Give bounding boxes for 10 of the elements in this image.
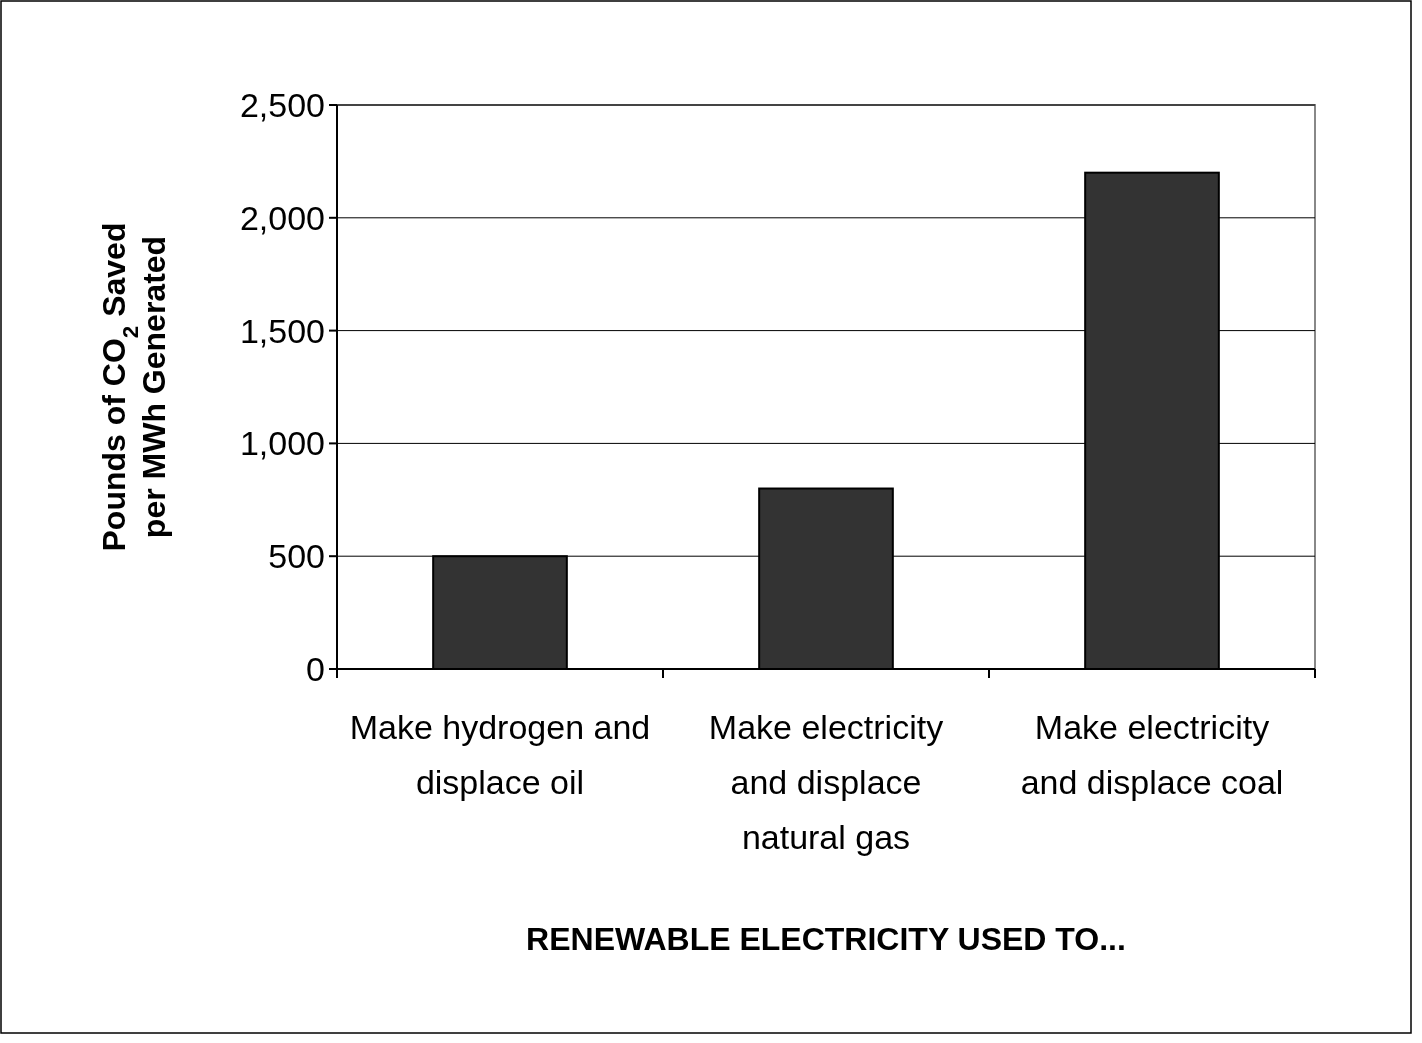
y-tick-label: 500 xyxy=(268,537,325,576)
y-tick-label: 0 xyxy=(306,649,325,688)
x-tick-label: Make electricity and displace natural gas xyxy=(708,708,944,856)
y-tick-label: 2,500 xyxy=(239,85,325,124)
y-tick-label: 1,500 xyxy=(239,311,325,350)
x-tick-label: Make electricity and displace coal xyxy=(1020,708,1284,801)
x-axis-title: RENEWABLE ELECTRICITY USED TO... xyxy=(526,921,1126,957)
x-tick-label: Make hydrogen and displace oil xyxy=(349,708,651,801)
y-tick-label: 2,000 xyxy=(239,198,325,237)
y-tick-label: 1,000 xyxy=(239,424,325,463)
